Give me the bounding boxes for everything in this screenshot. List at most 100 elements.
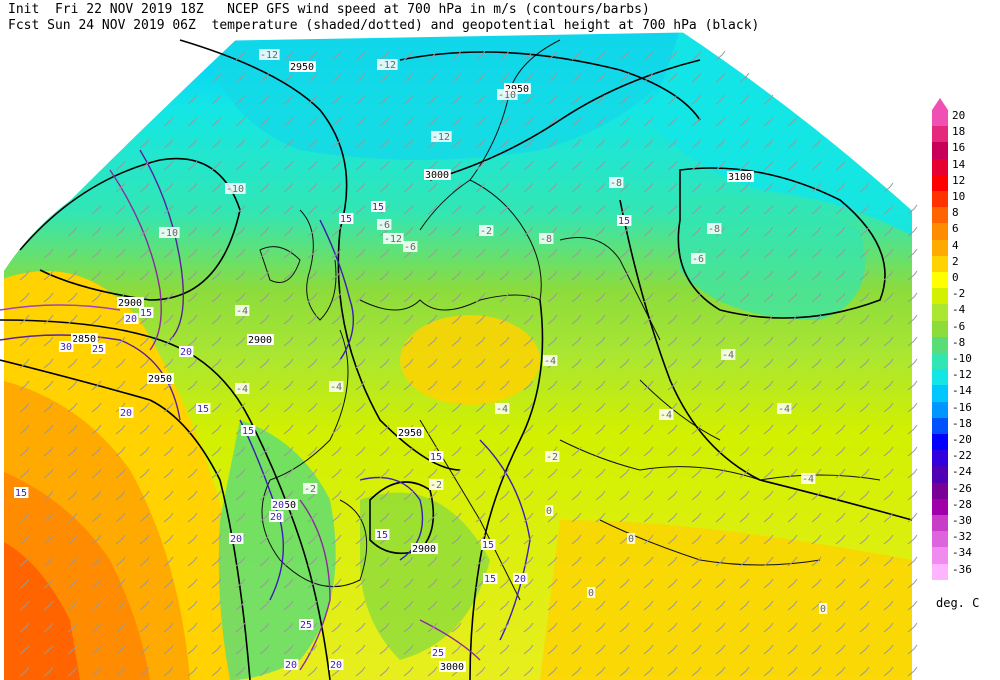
wind-barb	[307, 50, 318, 61]
temperature-label: -12	[432, 132, 450, 143]
wind-label: 20	[180, 347, 192, 358]
wind-barb	[331, 556, 342, 567]
wind-barb	[163, 248, 174, 259]
wind-barb	[235, 248, 246, 259]
wind-barb	[499, 490, 510, 501]
wind-barb	[331, 644, 342, 655]
height-label: 2950	[290, 62, 314, 73]
wind-barb	[691, 424, 702, 435]
wind-barb	[811, 160, 822, 171]
wind-barb	[91, 380, 102, 391]
wind-label: 20	[120, 408, 132, 419]
wind-barb	[619, 402, 630, 413]
wind-barb	[763, 94, 774, 105]
wind-barb	[91, 402, 102, 413]
wind-barb	[355, 72, 366, 83]
wind-barb	[19, 666, 30, 677]
wind-barb	[427, 270, 438, 281]
temperature-label-bg	[377, 219, 392, 230]
wind-barb	[451, 490, 462, 501]
wind-barb	[259, 666, 270, 677]
temperature-label: -4	[778, 404, 790, 415]
wind-barb	[427, 292, 438, 303]
wind-barb	[787, 644, 798, 655]
wind-barb	[715, 578, 726, 589]
wind-barb	[475, 644, 486, 655]
wind-barb	[331, 402, 342, 413]
wind-barb	[571, 292, 582, 303]
wind-barb	[331, 292, 342, 303]
wind-barb	[91, 424, 102, 435]
wind-barb	[715, 314, 726, 325]
wind-barb	[91, 358, 102, 369]
wind-barb	[91, 490, 102, 501]
wind-barb	[235, 226, 246, 237]
wind-barb	[187, 380, 198, 391]
wind-barb	[283, 512, 294, 523]
wind-barb	[259, 358, 270, 369]
wind-barb	[787, 182, 798, 193]
wind-barb	[379, 358, 390, 369]
wind-barb	[259, 424, 270, 435]
wind-label-bg	[329, 659, 344, 670]
wind-barb	[643, 446, 654, 457]
wind-barb	[643, 50, 654, 61]
wind-barb	[307, 204, 318, 215]
wind-barb	[235, 116, 246, 127]
wind-barb	[643, 116, 654, 127]
wind-barb	[427, 314, 438, 325]
wind-barb	[907, 248, 918, 259]
wind-barb	[235, 622, 246, 633]
wind-barb	[595, 644, 606, 655]
wind-barb	[691, 138, 702, 149]
wind-barb	[763, 116, 774, 127]
wind-barb	[499, 424, 510, 435]
wind-barb	[643, 468, 654, 479]
wind-barb	[523, 666, 534, 677]
wind-label: 15	[482, 540, 494, 551]
wind-barb	[403, 446, 414, 457]
wind-barb	[787, 336, 798, 347]
wind-barb	[187, 600, 198, 611]
wind-barb	[139, 424, 150, 435]
wind-barb	[835, 358, 846, 369]
wind-barb	[499, 446, 510, 457]
colorbar-label: -8	[952, 335, 966, 349]
wind-barb	[523, 50, 534, 61]
wind-barb	[475, 446, 486, 457]
wind-barb	[139, 402, 150, 413]
wind-barb	[211, 644, 222, 655]
wind-barb	[235, 578, 246, 589]
wind-label: 15	[197, 404, 209, 415]
temperature-label-bg	[303, 483, 318, 494]
wind-barb	[163, 116, 174, 127]
colorbar-swatch	[932, 304, 948, 322]
wind-barb	[43, 424, 54, 435]
wind-barb	[595, 534, 606, 545]
wind-barb	[211, 314, 222, 325]
wind-barb	[43, 644, 54, 655]
wind-barb	[715, 490, 726, 501]
colorbar-swatch	[932, 563, 948, 581]
wind-barb	[427, 534, 438, 545]
wind-barb	[499, 468, 510, 479]
temperature-label-bg	[259, 49, 280, 60]
wind-barb	[91, 622, 102, 633]
wind-barb	[235, 490, 246, 501]
wind-barb	[523, 138, 534, 149]
wind-barb	[67, 644, 78, 655]
wind-barb	[523, 622, 534, 633]
wind-barb	[619, 380, 630, 391]
wind-label: 15	[140, 308, 152, 319]
wind-barb	[667, 424, 678, 435]
wind-barb	[115, 182, 126, 193]
wind-barb	[595, 336, 606, 347]
wind-barb	[451, 336, 462, 347]
wind-barb	[883, 314, 894, 325]
wind-barb	[379, 72, 390, 83]
wind-barb	[379, 556, 390, 567]
height-label: 2950	[398, 428, 422, 439]
wind-barb	[883, 248, 894, 259]
wind-barb	[187, 490, 198, 501]
wind-barb	[379, 314, 390, 325]
